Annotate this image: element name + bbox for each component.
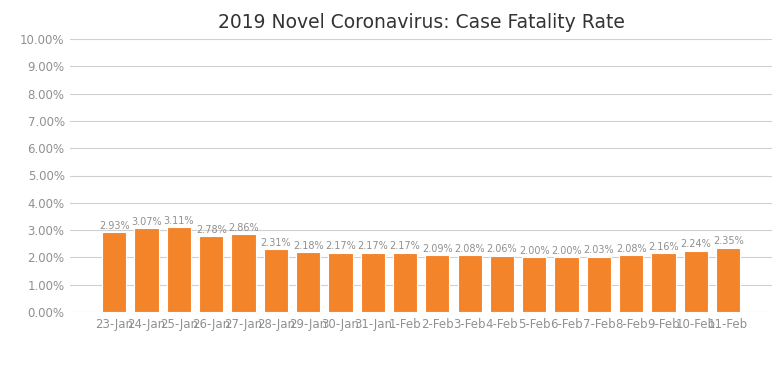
Bar — [490, 256, 514, 312]
Bar — [360, 253, 385, 312]
Title: 2019 Novel Coronavirus: Case Fatality Rate: 2019 Novel Coronavirus: Case Fatality Ra… — [218, 13, 625, 32]
Text: 2.06%: 2.06% — [487, 245, 517, 254]
Bar — [199, 236, 223, 312]
Text: 2.08%: 2.08% — [616, 244, 647, 254]
Text: 2.35%: 2.35% — [713, 236, 743, 246]
Bar — [651, 253, 675, 312]
Bar — [134, 228, 158, 312]
Bar — [296, 252, 321, 312]
Text: 3.11%: 3.11% — [164, 216, 194, 226]
Bar — [555, 257, 579, 312]
Text: 2.09%: 2.09% — [422, 244, 452, 254]
Text: 2.03%: 2.03% — [583, 245, 614, 255]
Text: 2.17%: 2.17% — [357, 241, 388, 252]
Bar — [716, 248, 740, 312]
Text: 2.24%: 2.24% — [680, 239, 711, 250]
Bar — [425, 255, 449, 312]
Text: 2.16%: 2.16% — [648, 242, 679, 252]
Bar — [167, 227, 191, 312]
Text: 2.17%: 2.17% — [390, 241, 420, 252]
Bar — [522, 257, 547, 312]
Bar — [102, 232, 126, 312]
Bar — [328, 253, 353, 312]
Text: 2.18%: 2.18% — [292, 241, 324, 251]
Bar — [232, 234, 256, 312]
Bar — [684, 251, 708, 312]
Text: 2.86%: 2.86% — [229, 223, 259, 232]
Bar — [393, 253, 417, 312]
Bar — [619, 255, 644, 312]
Text: 2.08%: 2.08% — [455, 244, 485, 254]
Text: 2.17%: 2.17% — [325, 241, 356, 252]
Text: 2.00%: 2.00% — [519, 246, 550, 256]
Text: 2.00%: 2.00% — [551, 246, 582, 256]
Text: 2.31%: 2.31% — [261, 238, 291, 248]
Text: 2.93%: 2.93% — [99, 221, 129, 230]
Text: 2.78%: 2.78% — [196, 225, 226, 235]
Bar — [458, 255, 482, 312]
Text: 3.07%: 3.07% — [131, 217, 162, 227]
Bar — [587, 257, 611, 312]
Bar — [264, 249, 288, 312]
